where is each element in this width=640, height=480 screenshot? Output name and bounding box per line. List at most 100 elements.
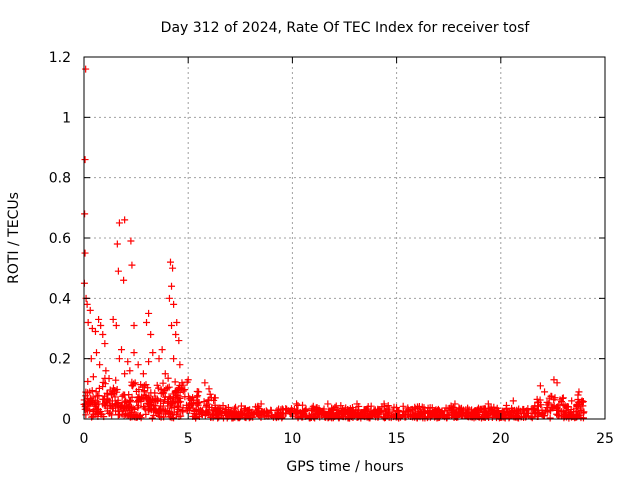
- data-point: [380, 400, 388, 408]
- band-marker: [181, 386, 189, 394]
- data-point: [97, 321, 105, 329]
- data-point: [575, 388, 583, 396]
- data-point: [124, 358, 132, 366]
- data-point: [86, 306, 94, 314]
- data-point: [158, 346, 166, 354]
- band-marker: [212, 405, 220, 413]
- band-marker: [329, 410, 337, 418]
- band-marker: [232, 403, 240, 411]
- data-point: [559, 394, 567, 402]
- x-tick-label: 15: [388, 431, 406, 447]
- data-point: [201, 379, 209, 387]
- band-marker: [553, 406, 561, 414]
- band-marker: [129, 382, 137, 390]
- band-marker: [134, 394, 142, 402]
- band-marker: [472, 408, 480, 416]
- data-point: [257, 400, 265, 408]
- band-marker: [164, 374, 172, 382]
- band-marker: [409, 412, 417, 420]
- band-marker: [164, 384, 172, 392]
- band-marker: [393, 404, 401, 412]
- data-point: [114, 267, 122, 275]
- band-marker: [363, 405, 371, 413]
- band-marker: [577, 414, 585, 422]
- band-marker: [471, 407, 479, 415]
- data-point: [170, 355, 178, 363]
- data-point: [130, 349, 138, 357]
- data-point: [81, 249, 89, 257]
- band-marker: [159, 379, 167, 387]
- band-marker: [462, 411, 470, 419]
- data-point: [145, 358, 153, 366]
- data-point: [176, 361, 184, 369]
- band-marker: [189, 394, 197, 402]
- band-marker: [104, 396, 112, 404]
- data-point: [168, 282, 176, 290]
- data-point: [175, 337, 183, 345]
- data-point: [143, 318, 151, 326]
- band-marker: [359, 410, 367, 418]
- band-marker: [549, 403, 557, 411]
- band-marker: [181, 393, 189, 401]
- band-marker: [483, 412, 491, 420]
- band-marker: [214, 414, 222, 422]
- band-marker: [204, 400, 212, 408]
- data-point: [149, 349, 157, 357]
- band-marker: [135, 386, 143, 394]
- band-marker: [464, 404, 472, 412]
- data-point: [95, 315, 103, 323]
- band-marker: [374, 413, 382, 421]
- data-point: [184, 376, 192, 384]
- band-marker: [129, 412, 137, 420]
- band-marker: [250, 409, 258, 417]
- data-point: [195, 388, 203, 396]
- band-marker: [174, 402, 182, 410]
- band-marker: [308, 407, 316, 415]
- data-point: [126, 367, 134, 375]
- band-marker: [168, 399, 176, 407]
- band-marker: [308, 406, 316, 414]
- y-tick-label: 0.6: [49, 231, 71, 247]
- band-marker: [458, 408, 466, 416]
- band-marker: [434, 408, 442, 416]
- band-marker: [96, 408, 104, 416]
- band-marker: [194, 392, 202, 400]
- band-marker: [147, 399, 155, 407]
- data-point: [172, 331, 180, 339]
- band-marker: [185, 401, 193, 409]
- data-point: [509, 397, 517, 405]
- band-marker: [367, 402, 375, 410]
- band-marker: [147, 406, 155, 414]
- band-marker: [115, 407, 123, 415]
- band-marker: [161, 396, 169, 404]
- y-tick-label: 0: [62, 412, 71, 428]
- band-marker: [101, 374, 109, 382]
- band-marker: [302, 405, 310, 413]
- band-marker: [257, 413, 265, 421]
- band-marker: [371, 408, 379, 416]
- data-point: [536, 382, 544, 390]
- data-point: [112, 321, 120, 329]
- band-marker: [108, 411, 116, 419]
- data-point: [120, 276, 128, 284]
- band-marker: [99, 378, 107, 386]
- band-marker: [297, 409, 305, 417]
- band-marker: [539, 412, 547, 420]
- band-marker: [294, 410, 302, 418]
- band-marker: [205, 410, 213, 418]
- band-marker: [493, 412, 501, 420]
- band-marker: [354, 406, 362, 414]
- band-marker: [206, 390, 214, 398]
- band-marker: [273, 406, 281, 414]
- data-point: [161, 370, 169, 378]
- data-point: [127, 237, 135, 245]
- ticks: 0 5 10 15 20 25 0 0.2 0.4 0.6 0.8 1 1.2: [49, 50, 614, 447]
- band-marker: [551, 394, 559, 402]
- data-point: [205, 385, 213, 393]
- band-marker: [301, 407, 309, 415]
- band-marker: [447, 406, 455, 414]
- band-marker: [179, 408, 187, 416]
- band-marker: [255, 407, 263, 415]
- band-marker: [167, 395, 175, 403]
